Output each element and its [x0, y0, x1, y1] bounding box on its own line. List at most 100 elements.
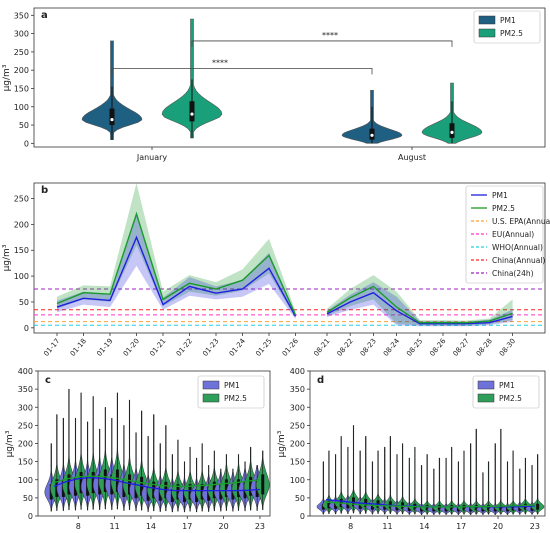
x-tick-label: 20 [219, 522, 229, 531]
y-tick-label: 150 [14, 246, 29, 255]
x-tick-label: 08-27 [452, 337, 471, 358]
x-tick-label: 8 [76, 522, 81, 531]
iqr-box [200, 484, 204, 500]
x-tick-label: 01-20 [122, 337, 141, 358]
x-tick-label: January [136, 153, 168, 162]
x-tick-label: 01-26 [281, 337, 301, 358]
x-tick-label: 8 [348, 522, 353, 531]
iqr-box [395, 505, 399, 511]
y-tick-label: 350 [14, 11, 29, 20]
iqr-box [437, 505, 441, 511]
panel-b: 0 50 100 150 200 250 μg/m³ b 01-17 01-18 01-19 01-2… [2, 182, 550, 358]
legend-swatch [202, 393, 220, 403]
iqr-box [499, 505, 503, 511]
legend-swatch [478, 15, 496, 25]
x-tick-label: 01-21 [148, 337, 167, 358]
median-dot [190, 112, 194, 116]
y-tick-label: 100 [290, 476, 305, 485]
x-tick-label: 01-23 [201, 337, 220, 358]
y-tick-label: 0 [28, 512, 33, 521]
y-tick-label: 200 [18, 440, 33, 449]
legend-label: U.S. EPA(Annual) [492, 217, 550, 226]
y-tick-label: 250 [290, 421, 305, 430]
legend-label: PM1 [500, 16, 516, 25]
iqr-box [474, 505, 478, 511]
y-tick-label: 50 [23, 494, 33, 503]
series-line-pm25 [56, 211, 297, 316]
legend-label: PM1 [224, 381, 240, 390]
x-tick-label: 08-24 [382, 337, 402, 358]
x-tick-label: 01-18 [69, 337, 88, 358]
series-line-pm1 [56, 235, 297, 317]
y-tick-label: 350 [18, 385, 33, 394]
iqr-box [189, 101, 195, 122]
x-tick-label: 01-19 [95, 337, 114, 358]
iqr-box [370, 503, 374, 510]
violin-pm25 [161, 18, 223, 139]
iqr-box [152, 481, 156, 499]
panel-label: c [45, 375, 51, 386]
legend-label: PM1 [492, 191, 508, 200]
legend-label: EU(Annual) [492, 230, 534, 239]
iqr-box [128, 474, 132, 495]
y-tick-label: 250 [14, 48, 29, 57]
iqr-box [493, 507, 497, 512]
x-tick-label: 08-25 [405, 337, 424, 358]
iqr-box [425, 505, 429, 511]
series-line-pm1 [326, 291, 513, 325]
y-tick-label: 400 [290, 367, 305, 376]
y-tick-label: 50 [295, 494, 305, 503]
x-tick-label: 11 [382, 522, 392, 531]
legend-label: PM2.5 [492, 204, 515, 213]
iqr-box [103, 469, 107, 492]
x-tick-label: 17 [456, 522, 466, 531]
legend-label: WHO(Annual) [492, 243, 543, 252]
panel-a: 0 50 100 150 200 250 300 350 μg/m³ a January August… [2, 7, 546, 162]
confidence-band [327, 275, 513, 326]
iqr-box [449, 123, 455, 138]
iqr-box [261, 474, 265, 495]
y-tick-label: 350 [290, 385, 305, 394]
x-tick-label: 14 [419, 522, 429, 531]
iqr-box [462, 505, 466, 511]
y-tick-label: 200 [14, 220, 29, 229]
x-tick-label: 08-21 [312, 337, 331, 358]
y-tick-label: 250 [18, 421, 33, 430]
panel-d: 0 50 100 150 200 250 300 350 400 μg/m³ d 8 11 14 17 20 2… [277, 367, 546, 531]
y-tick-label: 50 [19, 298, 29, 307]
y-tick-label: 100 [14, 272, 29, 281]
significance-bracket [191, 40, 453, 47]
legend-swatch [478, 28, 496, 38]
legend-label: PM1 [499, 381, 515, 390]
x-tick-label: 20 [493, 522, 503, 531]
y-axis-label: μg/m³ [277, 430, 287, 457]
significance-label: **** [212, 58, 228, 67]
legend-label: China(24h) [492, 269, 534, 278]
iqr-box [511, 505, 515, 511]
x-tick-label: 08-28 [475, 337, 494, 358]
x-tick-label: 14 [146, 522, 156, 531]
y-tick-label: 200 [290, 440, 305, 449]
y-tick-label: 300 [14, 30, 29, 39]
legend-label: PM2.5 [499, 394, 522, 403]
x-tick-label: 08-26 [428, 337, 448, 358]
y-tick-label: 250 [14, 195, 29, 204]
trend-line-pm1 [53, 476, 260, 492]
x-tick-label: August [398, 153, 426, 162]
y-tick-label: 100 [18, 476, 33, 485]
iqr-box [469, 507, 473, 512]
iqr-box [224, 479, 228, 497]
legend-swatch [477, 393, 495, 403]
y-axis-label: μg/m³ [2, 64, 12, 91]
median-dot [450, 130, 454, 134]
iqr-box [109, 108, 115, 126]
iqr-box [487, 505, 491, 511]
plot-frame [33, 182, 546, 334]
y-tick-label: 0 [24, 324, 29, 333]
x-tick-label: 01-17 [42, 337, 61, 358]
y-tick-label: 300 [290, 403, 305, 412]
iqr-box [79, 471, 83, 494]
significance-bracket [111, 67, 373, 75]
y-tick-label: 300 [18, 403, 33, 412]
